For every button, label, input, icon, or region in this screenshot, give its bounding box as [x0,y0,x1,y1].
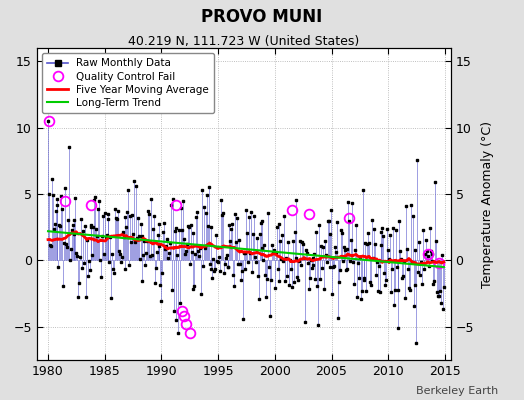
Text: PROVO MUNI: PROVO MUNI [201,8,323,26]
Title: 40.219 N, 111.723 W (United States): 40.219 N, 111.723 W (United States) [128,35,359,48]
Legend: Raw Monthly Data, Quality Control Fail, Five Year Moving Average, Long-Term Tren: Raw Monthly Data, Quality Control Fail, … [42,53,214,113]
Y-axis label: Temperature Anomaly (°C): Temperature Anomaly (°C) [481,120,494,288]
Text: Berkeley Earth: Berkeley Earth [416,386,498,396]
